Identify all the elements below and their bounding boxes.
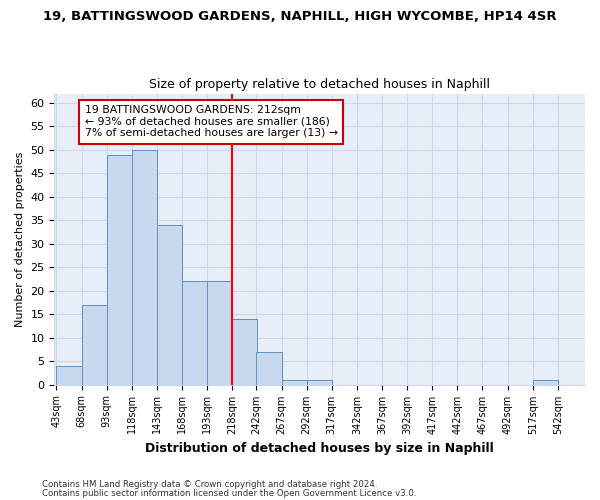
Bar [157,225,182,384]
Bar [82,305,107,384]
Bar [132,150,157,384]
Text: Contains public sector information licensed under the Open Government Licence v3: Contains public sector information licen… [42,490,416,498]
Bar [107,154,132,384]
Y-axis label: Number of detached properties: Number of detached properties [15,152,25,327]
Text: 19, BATTINGSWOOD GARDENS, NAPHILL, HIGH WYCOMBE, HP14 4SR: 19, BATTINGSWOOD GARDENS, NAPHILL, HIGH … [43,10,557,23]
Bar [533,380,558,384]
Bar [256,352,281,384]
Bar [56,366,82,384]
Text: Contains HM Land Registry data © Crown copyright and database right 2024.: Contains HM Land Registry data © Crown c… [42,480,377,489]
Text: 19 BATTINGSWOOD GARDENS: 212sqm
← 93% of detached houses are smaller (186)
7% of: 19 BATTINGSWOOD GARDENS: 212sqm ← 93% of… [85,106,338,138]
Bar [182,282,207,385]
Bar [281,380,307,384]
Bar [232,319,257,384]
Bar [307,380,332,384]
X-axis label: Distribution of detached houses by size in Naphill: Distribution of detached houses by size … [145,442,494,455]
Title: Size of property relative to detached houses in Naphill: Size of property relative to detached ho… [149,78,490,91]
Bar [207,282,232,385]
